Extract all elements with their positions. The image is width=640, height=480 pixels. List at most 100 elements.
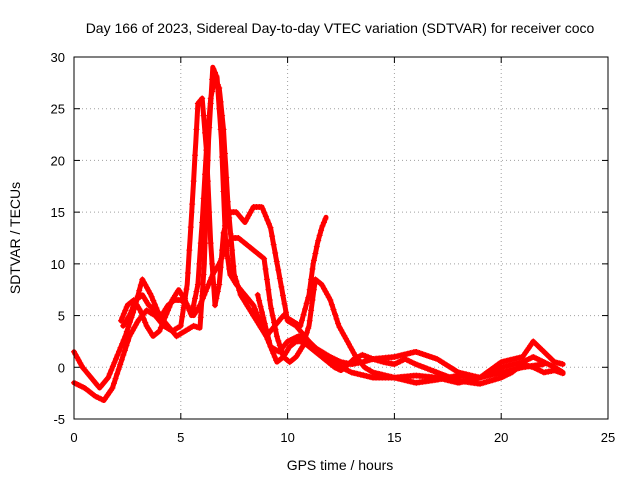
data-point-marker: [197, 302, 204, 309]
data-point-marker: [193, 126, 200, 133]
data-point-marker: [221, 150, 228, 157]
data-point-marker: [138, 292, 145, 299]
data-point-marker: [436, 370, 443, 377]
data-point-marker: [308, 307, 315, 314]
data-point-marker: [197, 240, 204, 247]
data-point-marker: [199, 219, 206, 226]
data-point-marker: [430, 368, 437, 375]
y-tick-label: 5: [58, 309, 65, 324]
data-point-marker: [216, 85, 223, 92]
data-point-marker: [129, 298, 136, 305]
data-point-marker: [423, 365, 430, 372]
data-point-marker: [204, 284, 211, 291]
data-point-marker: [350, 356, 357, 363]
x-tick-label: 5: [177, 430, 184, 445]
data-point-marker: [559, 360, 566, 367]
data-point-marker: [497, 359, 504, 366]
data-point-marker: [254, 291, 261, 298]
data-point-marker: [306, 286, 313, 293]
data-point-marker: [319, 222, 326, 229]
data-point-marker: [147, 290, 154, 297]
data-point-marker: [309, 297, 316, 304]
data-point-marker: [189, 309, 196, 316]
data-point-marker: [137, 293, 144, 300]
data-point-marker: [183, 300, 190, 307]
data-point-marker: [117, 361, 124, 368]
data-point-marker: [205, 281, 212, 288]
data-point-marker: [127, 310, 134, 317]
data-point-marker: [159, 321, 166, 328]
data-point-marker: [128, 307, 135, 314]
data-point-marker: [221, 248, 228, 255]
data-point-marker: [273, 333, 280, 340]
data-point-marker: [221, 225, 228, 232]
data-point-marker: [257, 303, 264, 310]
data-point-marker: [266, 337, 273, 344]
data-point-marker: [207, 240, 214, 247]
data-point-marker: [303, 329, 310, 336]
data-point-marker: [333, 315, 340, 322]
data-point-marker: [206, 278, 213, 285]
data-point-marker: [229, 247, 236, 254]
data-point-marker: [201, 291, 208, 298]
data-point-marker: [344, 362, 351, 369]
data-point-marker: [125, 313, 132, 320]
data-point-marker: [182, 297, 189, 304]
data-point-marker: [124, 337, 131, 344]
x-tick-label: 10: [280, 430, 294, 445]
data-point-marker: [183, 286, 190, 293]
data-point-marker: [415, 362, 422, 369]
data-point-marker: [256, 297, 263, 304]
data-point-marker: [418, 363, 425, 370]
y-axis-title: SDTVAR / TECUs: [7, 182, 23, 294]
x-tick-label: 20: [494, 430, 508, 445]
data-point-marker: [106, 370, 113, 377]
data-point-marker: [177, 322, 184, 329]
data-point-marker: [230, 263, 237, 270]
data-point-marker: [150, 297, 157, 304]
data-point-marker: [265, 220, 272, 227]
data-point-marker: [192, 295, 199, 302]
data-point-marker: [233, 278, 240, 285]
data-point-marker: [316, 232, 323, 239]
data-point-marker: [428, 367, 435, 374]
data-point-marker: [198, 298, 205, 305]
data-point-marker: [206, 209, 213, 216]
data-point-marker: [187, 224, 194, 231]
data-point-marker: [216, 259, 223, 266]
data-point-marker: [412, 361, 419, 368]
data-point-marker: [250, 302, 257, 309]
y-tick-label: 30: [51, 50, 65, 65]
series-5: [254, 291, 566, 387]
data-point-marker: [424, 365, 431, 372]
data-point-marker: [261, 255, 268, 262]
data-point-marker: [193, 288, 200, 295]
data-point-marker: [334, 365, 341, 372]
data-point-marker: [219, 252, 226, 259]
data-point-marker: [137, 309, 144, 316]
data-point-marker: [190, 178, 197, 185]
data-point-marker: [302, 334, 309, 341]
data-point-marker: [148, 293, 155, 300]
y-tick-label: -5: [53, 412, 65, 427]
data-point-marker: [267, 224, 274, 231]
data-point-marker: [452, 376, 459, 383]
data-point-marker: [200, 112, 207, 119]
data-point-marker: [278, 347, 285, 354]
data-point-marker: [224, 198, 231, 205]
data-point-marker: [328, 301, 335, 308]
data-point-marker: [263, 326, 270, 333]
data-point-marker: [269, 312, 276, 319]
data-point-marker: [439, 371, 446, 378]
data-point-marker: [155, 329, 162, 336]
data-point-marker: [120, 310, 127, 317]
data-point-marker: [217, 98, 224, 105]
y-tick-label: 20: [51, 153, 65, 168]
data-point-marker: [331, 311, 338, 318]
data-point-marker: [259, 205, 266, 212]
data-point-marker: [206, 112, 213, 119]
data-point-marker: [297, 322, 304, 329]
series-4: [117, 74, 329, 340]
series-layer: [71, 64, 566, 404]
